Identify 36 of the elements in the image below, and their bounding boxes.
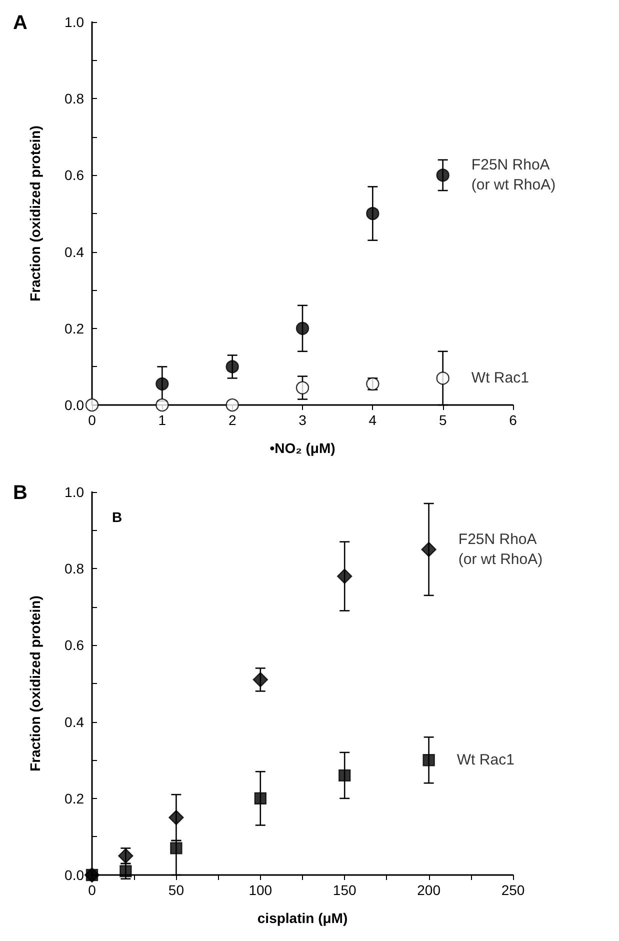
- x-tick-label: 50: [168, 882, 184, 898]
- series-label: Wt Rac1: [471, 370, 529, 387]
- x-tick-label: 1: [158, 412, 166, 428]
- y-tick-label: 0.4: [64, 714, 84, 730]
- x-tick-label: 0: [88, 412, 96, 428]
- y-tick-label: 0.8: [64, 90, 84, 107]
- y-tick-label: 1.0: [64, 484, 84, 500]
- y-tick-label: 0.0: [64, 867, 84, 883]
- x-tick-label: 5: [438, 412, 447, 428]
- x-axis-title: •NO₂ (μM): [270, 440, 336, 456]
- y-axis-title: Fraction (oxidized protein): [27, 596, 43, 772]
- y-tick-label: 1.0: [64, 14, 84, 30]
- chart-title: A: [13, 12, 28, 34]
- x-tick-label: 2: [228, 412, 236, 428]
- x-tick-label: 6: [509, 412, 518, 428]
- text: B: [112, 509, 122, 525]
- x-tick-label: 3: [298, 412, 307, 428]
- y-axis-title: Fraction (oxidized protein): [27, 126, 43, 302]
- x-tick-label: 100: [248, 882, 272, 898]
- y-tick-label: 0.2: [64, 320, 84, 336]
- series-label: F25N RhoA (or wt RhoA): [458, 530, 543, 568]
- x-axis-title: cisplatin (μM): [257, 910, 348, 926]
- y-tick-label: 0.6: [64, 637, 84, 654]
- x-tick-label: 250: [501, 882, 525, 898]
- y-tick-label: 0.0: [64, 397, 84, 413]
- x-tick-label: 200: [417, 882, 441, 898]
- text: B: [13, 482, 28, 504]
- y-tick-label: 0.6: [64, 167, 84, 184]
- x-tick-label: 4: [368, 412, 377, 428]
- y-tick-label: 0.4: [64, 244, 84, 260]
- series-label: F25N RhoA (or wt RhoA): [471, 156, 556, 194]
- x-tick-label: 150: [332, 882, 356, 898]
- y-tick-label: 0.2: [64, 790, 84, 806]
- series-label: Wt Rac1: [456, 752, 514, 769]
- x-tick-label: 0: [88, 882, 96, 898]
- y-tick-label: 0.8: [64, 560, 84, 577]
